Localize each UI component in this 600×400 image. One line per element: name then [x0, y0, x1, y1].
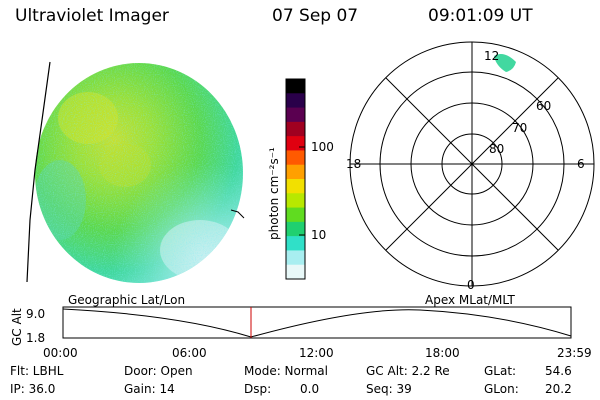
timeline-xtick-0600: 06:00 — [172, 346, 207, 360]
status-door: Door: Open — [124, 364, 193, 378]
color-bar-segment — [286, 150, 305, 166]
color-bar-segment — [286, 136, 305, 152]
timeline-xtick-0000: 00:00 — [43, 346, 78, 360]
mlt-label-6: 6 — [577, 157, 585, 171]
time-label: 09:01:09 UT — [428, 6, 533, 26]
color-bar-segment — [286, 193, 305, 209]
status-ip: IP: 36.0 — [10, 382, 56, 396]
aurora-patch — [494, 54, 516, 72]
color-bar-segment — [286, 164, 305, 180]
status-gain: Gain: 14 — [124, 382, 175, 396]
color-bar-unit: photon cm⁻²s⁻¹ — [267, 147, 281, 240]
status-gc-alt: GC Alt: 2.2 Re — [366, 364, 450, 378]
app-title: Ultraviolet Imager — [15, 6, 169, 26]
color-bar-segment — [286, 121, 305, 137]
color-bar-segment — [286, 264, 305, 280]
status-dsp: Dsp: — [244, 382, 272, 396]
terminator-line — [26, 61, 51, 283]
mlt-label-12: 12 — [484, 49, 499, 63]
timeline-right-title: Apex MLat/MLT — [425, 293, 515, 307]
status-glon: GLon: — [484, 382, 519, 396]
status-glon-value: 20.2 — [545, 382, 572, 396]
color-bar-segment — [286, 79, 305, 94]
status-mode: Mode: Normal — [244, 364, 328, 378]
timeline-frame — [62, 306, 572, 339]
color-bar-segment — [286, 93, 305, 109]
polar-plot — [349, 41, 595, 287]
mlt-label-0: 0 — [467, 278, 475, 292]
color-bar-segment — [286, 236, 305, 252]
color-bar-segment — [286, 221, 305, 237]
color-bar-segment — [286, 107, 305, 123]
timeline-xtick-1800: 18:00 — [425, 346, 460, 360]
color-bar-segment — [286, 250, 305, 266]
date-label: 07 Sep 07 — [272, 6, 359, 26]
color-bar-label-100: 100 — [311, 140, 334, 154]
limb-marker — [230, 209, 245, 219]
color-bar-label-10: 10 — [311, 228, 326, 242]
timeline-ytick-1-8: 1.8 — [26, 331, 45, 345]
lat-label-70: 70 — [512, 121, 527, 135]
timeline-left-title: Geographic Lat/Lon — [68, 293, 185, 307]
status-seq: Seq: 39 — [366, 382, 412, 396]
timeline-xtick-1200: 12:00 — [299, 346, 334, 360]
timeline-axis-label: GC Alt — [10, 308, 24, 346]
altitude-curve — [62, 308, 572, 338]
color-bar — [286, 79, 305, 280]
uv-earth-image — [35, 63, 243, 283]
status-glat: GLat: — [484, 364, 517, 378]
mlt-label-18: 18 — [346, 157, 361, 171]
status-dsp-value: 0.0 — [300, 382, 320, 396]
timeline-xtick-2359: 23:59 — [557, 346, 592, 360]
status-flt: Flt: LBHL — [10, 364, 64, 378]
timeline-ytick-9: 9.0 — [26, 307, 45, 321]
color-bar-frame — [285, 78, 306, 280]
lat-label-80: 80 — [489, 142, 504, 156]
color-bar-segment — [286, 207, 305, 223]
color-bar-segment — [286, 179, 305, 194]
lat-label-60: 60 — [536, 99, 551, 113]
status-glat-value: 54.6 — [545, 364, 572, 378]
